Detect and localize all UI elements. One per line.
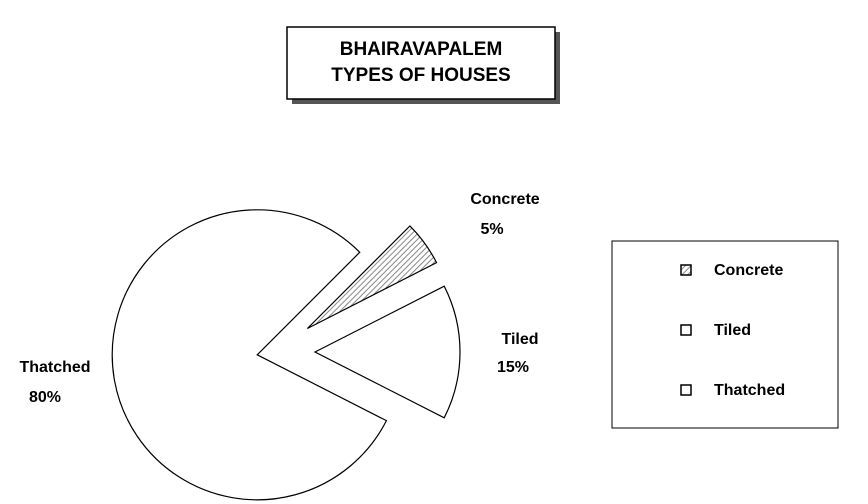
legend-box bbox=[611, 240, 839, 429]
slice-label: Concrete bbox=[470, 191, 539, 208]
chart-title: BHAIRAVAPALEM bbox=[340, 39, 503, 60]
title-box bbox=[286, 26, 556, 100]
pie-slice bbox=[306, 225, 438, 330]
slice-label: Thatched bbox=[19, 359, 90, 376]
slice-label: Tiled bbox=[501, 331, 538, 348]
slice-value-label: 15% bbox=[497, 359, 529, 376]
pie-slice bbox=[313, 285, 461, 419]
legend-swatch bbox=[680, 264, 692, 276]
pie-slice bbox=[111, 209, 388, 501]
chart-title: TYPES OF HOUSES bbox=[331, 65, 510, 86]
legend-label: Concrete bbox=[714, 262, 783, 279]
slice-value-label: 5% bbox=[480, 221, 503, 238]
slice-value-label: 80% bbox=[29, 389, 61, 406]
legend-swatch bbox=[680, 384, 692, 396]
legend-swatch bbox=[680, 324, 692, 336]
legend-label: Thatched bbox=[714, 382, 785, 399]
legend-label: Tiled bbox=[714, 322, 751, 339]
